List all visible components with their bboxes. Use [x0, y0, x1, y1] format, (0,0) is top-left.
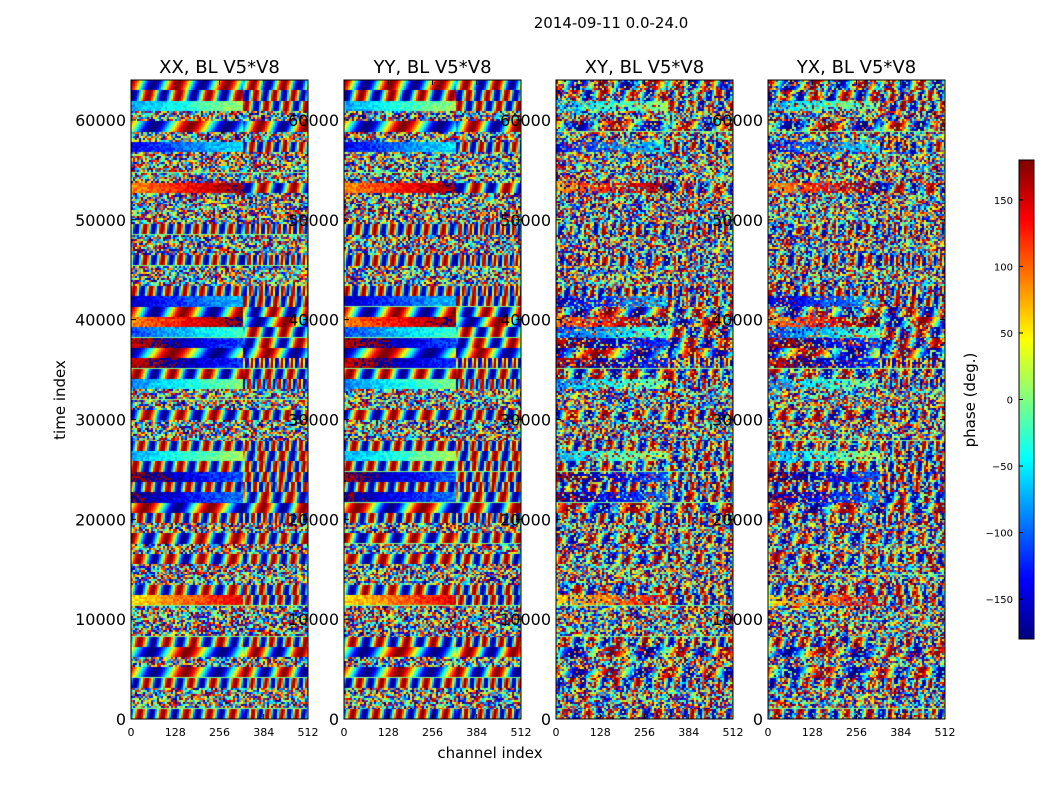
panel-3: XY, BL V5*V8 0 128 256 384 512 0 10000 20000 3000…: [500, 57, 743, 739]
y-tick-label: 60000: [75, 111, 126, 130]
x-tick-label: 384: [890, 726, 911, 739]
y-tick-label: 20000: [712, 510, 763, 529]
x-tick-label: 128: [802, 726, 823, 739]
x-tick-label: 0: [765, 726, 772, 739]
colorbar-tick-label: 150: [994, 196, 1013, 207]
x-axis-label: channel index: [437, 744, 542, 762]
y-tick-label: 0: [541, 710, 551, 729]
y-tick-label: 60000: [500, 111, 551, 130]
y-tick-label: 10000: [500, 610, 551, 629]
colorbar-tick-label: 100: [994, 262, 1013, 273]
panel-1-title: XX, BL V5*V8: [159, 57, 280, 78]
panel-1-heatmap: [131, 80, 308, 719]
x-tick-label: 0: [553, 726, 560, 739]
panel-2: YY, BL V5*V8 0 128 256 384 512 0 10000 20000 3000…: [288, 57, 531, 739]
y-tick-label: 10000: [288, 610, 339, 629]
y-tick-label: 50000: [712, 211, 763, 230]
panel-4-heatmap: [768, 80, 945, 719]
y-tick-label: 40000: [500, 311, 551, 330]
colorbar-tick-label: 50: [1000, 329, 1013, 340]
panel-2-title: YY, BL V5*V8: [372, 57, 491, 78]
y-tick-label: 50000: [500, 211, 551, 230]
y-tick-label: 0: [329, 710, 339, 729]
y-tick-label: 40000: [75, 311, 126, 330]
x-tick-label: 512: [723, 726, 744, 739]
x-tick-label: 512: [511, 726, 532, 739]
x-tick-label: 384: [466, 726, 487, 739]
y-tick-label: 20000: [500, 510, 551, 529]
x-tick-label: 256: [634, 726, 655, 739]
y-axis-label: time index: [51, 360, 69, 440]
y-tick-label: 10000: [712, 610, 763, 629]
x-tick-label: 128: [590, 726, 611, 739]
colorbar-tick-label: −50: [992, 462, 1013, 473]
y-tick-label: 0: [116, 710, 126, 729]
colorbar-tick-label: −150: [986, 595, 1013, 606]
x-tick-label: 128: [165, 726, 186, 739]
y-tick-label: 30000: [288, 410, 339, 429]
y-tick-label: 10000: [75, 610, 126, 629]
y-tick-label: 40000: [288, 311, 339, 330]
panel-4: YX, BL V5*V8 0 128 256 384 512 0 10000 20000 3000…: [712, 57, 955, 739]
y-tick-label: 30000: [500, 410, 551, 429]
panel-1: XX, BL V5*V8 0 128 256 384 512 0 10000 20000 3000…: [75, 57, 318, 739]
x-tick-label: 512: [935, 726, 956, 739]
y-tick-label: 60000: [288, 111, 339, 130]
y-tick-label: 20000: [75, 510, 126, 529]
y-tick-label: 20000: [288, 510, 339, 529]
x-tick-label: 0: [341, 726, 348, 739]
colorbar-label: phase (deg.): [961, 353, 979, 448]
panels-group: XX, BL V5*V8 0 128 256 384 512 0 10000 20000 3000…: [75, 57, 955, 739]
y-tick-label: 0: [753, 710, 763, 729]
x-tick-label: 384: [253, 726, 274, 739]
panel-2-heatmap: [344, 80, 521, 719]
y-tick-label: 40000: [712, 311, 763, 330]
colorbar: −150 −100 −50 0 50 100 150 phase (deg.): [961, 159, 1035, 640]
colorbar-tick-label: −100: [986, 529, 1013, 540]
panel-3-title: XY, BL V5*V8: [585, 57, 704, 78]
y-tick-label: 50000: [75, 211, 126, 230]
x-tick-label: 0: [128, 726, 135, 739]
figure-suptitle: 2014-09-11 0.0-24.0: [534, 14, 689, 32]
y-tick-label: 30000: [75, 410, 126, 429]
colorbar-tick-label: 0: [1007, 396, 1013, 407]
x-tick-label: 512: [298, 726, 319, 739]
y-tick-label: 60000: [712, 111, 763, 130]
x-tick-label: 384: [678, 726, 699, 739]
panel-3-heatmap: [556, 80, 733, 719]
x-tick-label: 256: [422, 726, 443, 739]
x-tick-label: 256: [209, 726, 230, 739]
x-tick-label: 128: [378, 726, 399, 739]
panel-4-title: YX, BL V5*V8: [796, 57, 916, 78]
x-tick-label: 256: [846, 726, 867, 739]
y-tick-label: 30000: [712, 410, 763, 429]
y-tick-label: 50000: [288, 211, 339, 230]
